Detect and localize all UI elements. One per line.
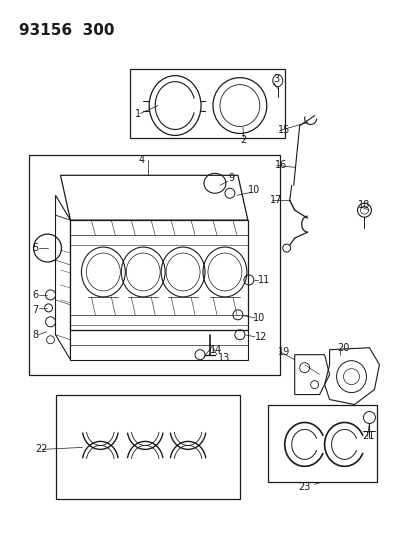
Text: 16: 16: [274, 160, 286, 171]
Text: 12: 12: [254, 332, 266, 342]
Text: 21: 21: [362, 431, 374, 441]
Text: 8: 8: [33, 330, 39, 340]
Text: 93156  300: 93156 300: [19, 23, 114, 38]
Text: 10: 10: [252, 313, 264, 323]
Text: 1: 1: [135, 109, 141, 118]
Text: 5: 5: [33, 243, 39, 253]
Text: 22: 22: [36, 445, 48, 455]
Text: 18: 18: [357, 200, 369, 210]
Text: 2: 2: [239, 135, 245, 146]
Text: 3: 3: [273, 74, 279, 84]
Bar: [55, 394, 239, 499]
Text: 14: 14: [209, 345, 222, 355]
Text: 17: 17: [269, 195, 282, 205]
Text: 15: 15: [277, 125, 290, 135]
Text: 23: 23: [298, 482, 310, 492]
Bar: [130, 69, 284, 139]
Text: 20: 20: [337, 343, 349, 353]
Text: 4: 4: [138, 155, 144, 165]
Text: 7: 7: [33, 305, 39, 315]
Text: 11: 11: [257, 275, 269, 285]
Bar: [28, 156, 279, 375]
Text: 10: 10: [247, 185, 259, 195]
Text: 13: 13: [217, 353, 230, 362]
Bar: [267, 405, 377, 482]
Text: 6: 6: [33, 290, 39, 300]
Text: 9: 9: [228, 173, 233, 183]
Text: 19: 19: [277, 346, 290, 357]
